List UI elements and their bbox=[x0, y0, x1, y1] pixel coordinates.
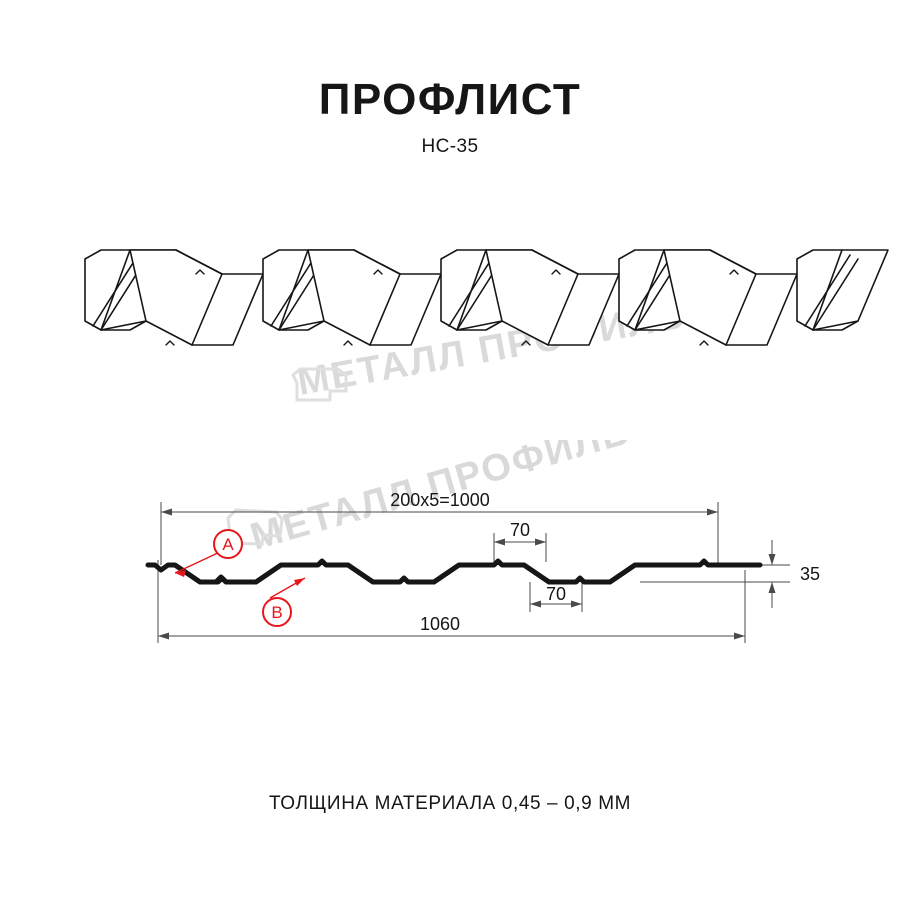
corrugation-module bbox=[618, 249, 798, 346]
profile-section-outline bbox=[145, 558, 763, 585]
callout-a-label: A bbox=[222, 535, 234, 554]
corrugation-module bbox=[84, 249, 264, 346]
footer: ТОЛЩИНА МАТЕРИАЛА 0,45 – 0,9 ММ bbox=[0, 793, 900, 815]
stiffening-ribs bbox=[165, 269, 739, 346]
callout-a[interactable]: A bbox=[174, 529, 243, 577]
page-title: ПРОФЛИСТ bbox=[318, 75, 582, 124]
callout-a-marker[interactable] bbox=[213, 529, 243, 559]
profile-section-ribs bbox=[213, 574, 229, 585]
product-code: НС-35 bbox=[421, 136, 479, 157]
corrugation-module-end bbox=[796, 249, 889, 331]
dimension-valley-width bbox=[529, 582, 583, 612]
dimension-label-overall-width: 1060 bbox=[420, 614, 460, 634]
dimension-crest-width bbox=[493, 533, 547, 562]
callout-b-label: B bbox=[271, 603, 282, 622]
corrugation-module bbox=[440, 249, 620, 346]
callout-b[interactable]: B bbox=[262, 577, 306, 627]
dimension-overall-width bbox=[157, 560, 746, 643]
callout-b-marker[interactable] bbox=[262, 597, 292, 627]
callout-b-arrow-icon bbox=[294, 578, 305, 586]
header: ПРОФЛИСТ НС-35 bbox=[0, 78, 900, 158]
dimension-profile-height bbox=[640, 540, 790, 608]
dimension-pitch-total bbox=[160, 502, 719, 565]
corrugation-body bbox=[84, 249, 889, 346]
callout-a-arrow-icon bbox=[175, 570, 186, 577]
callout-a-leader bbox=[174, 550, 223, 574]
material-thickness-note: ТОЛЩИНА МАТЕРИАЛА 0,45 – 0,9 ММ bbox=[268, 793, 632, 814]
corrugation-module bbox=[262, 249, 442, 346]
dimension-label-valley-width: 70 bbox=[546, 584, 566, 604]
isometric-view: МЕТАЛЛ ПРОФИЛЬ bbox=[0, 225, 900, 425]
watermark-logo-icon bbox=[291, 367, 348, 402]
dimension-label-crest-width: 70 bbox=[510, 520, 530, 540]
dimension-label-profile-height: 35 bbox=[800, 564, 820, 584]
dimension-label-pitch-total: 200x5=1000 bbox=[390, 490, 490, 510]
cross-section-view: МЕТАЛЛ ПРОФИЛЬ 200x5=1000 70 bbox=[0, 440, 900, 670]
cross-section-svg: МЕТАЛЛ ПРОФИЛЬ 200x5=1000 70 bbox=[145, 440, 820, 643]
isometric-svg: МЕТАЛЛ ПРОФИЛЬ bbox=[84, 249, 889, 404]
